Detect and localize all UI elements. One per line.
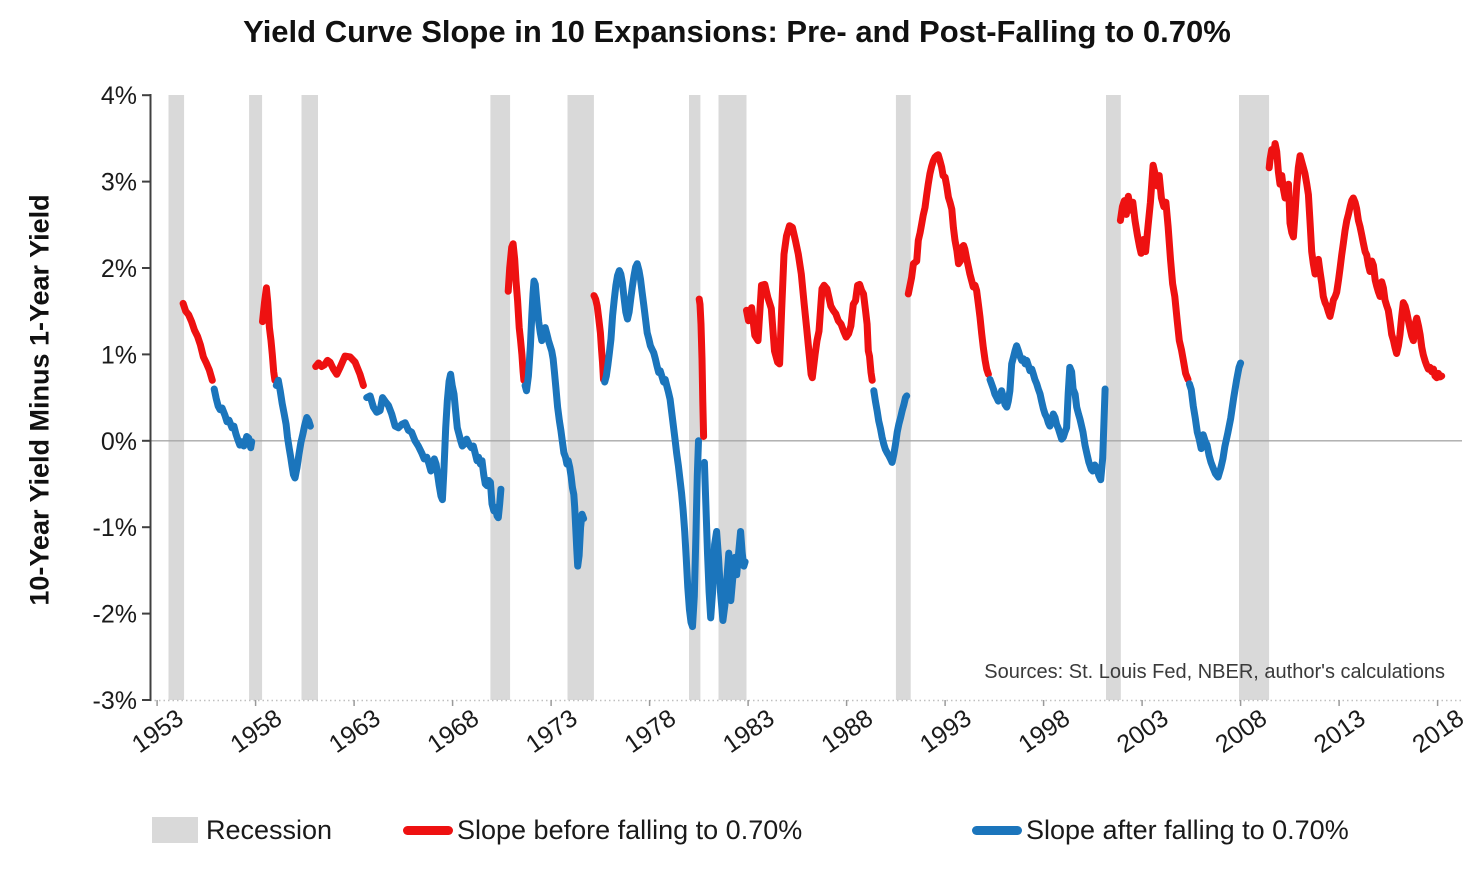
- y-tick-label: 3%: [101, 169, 137, 197]
- y-tick-label: 0%: [101, 428, 137, 456]
- recession-band: [1106, 95, 1121, 700]
- legend: Recession Slope before falling to 0.70% …: [0, 810, 1474, 850]
- recession-band: [168, 95, 185, 700]
- x-tick-label: 1988: [816, 704, 878, 759]
- recession-band: [490, 95, 511, 700]
- series-segment-before: [1265, 140, 1446, 382]
- series-segment-before: [695, 295, 708, 440]
- recession-band: [689, 95, 701, 700]
- legend-item-recession: Recession: [152, 810, 332, 850]
- series-segment-after: [363, 370, 505, 522]
- x-tick-label: 2018: [1407, 704, 1469, 759]
- series-segment-after: [700, 458, 749, 624]
- recession-band: [301, 95, 318, 700]
- x-tick-label: 1968: [422, 704, 484, 759]
- series-segment-after: [601, 260, 702, 631]
- series-segment-before: [590, 292, 607, 383]
- series-segment-before: [743, 222, 876, 384]
- series-segment-after: [272, 376, 314, 482]
- recession-band: [249, 95, 263, 700]
- legend-label-after: Slope after falling to 0.70%: [1026, 814, 1349, 845]
- x-tick-label: 1978: [619, 704, 681, 759]
- y-tick-label: -1%: [93, 514, 137, 542]
- red-line-swatch-icon: [403, 825, 453, 835]
- x-tick-label: 1973: [521, 704, 583, 759]
- y-tick-label: 1%: [101, 341, 137, 369]
- chart-title: Yield Curve Slope in 10 Expansions: Pre-…: [243, 14, 1231, 49]
- sources-note: Sources: St. Louis Fed, NBER, author's c…: [984, 661, 1445, 683]
- x-tick-label: 1963: [324, 704, 386, 759]
- x-tick-label: 1958: [225, 704, 287, 759]
- series-segment-before: [312, 352, 367, 389]
- x-tick-label: 1983: [718, 704, 780, 759]
- x-tick-label: 2013: [1309, 704, 1371, 759]
- x-tick-label: 2003: [1112, 704, 1174, 759]
- series-segment-after: [210, 385, 256, 452]
- y-tick-label: -3%: [93, 687, 137, 715]
- series-segment-after: [870, 387, 911, 466]
- recession-swatch-icon: [152, 817, 198, 843]
- series-segment-after: [521, 277, 588, 570]
- x-tick-label: 1993: [915, 704, 977, 759]
- series-segment-before: [1116, 161, 1192, 383]
- legend-label-recession: Recession: [206, 814, 333, 845]
- series-segment-after: [1185, 359, 1245, 481]
- y-tick-label: 4%: [101, 82, 137, 110]
- legend-item-after: Slope after falling to 0.70%: [972, 810, 1349, 850]
- series-segment-before: [179, 299, 216, 384]
- legend-item-before: Slope before falling to 0.70%: [403, 810, 802, 850]
- y-tick-label: 2%: [101, 255, 137, 283]
- recession-band: [1239, 95, 1270, 700]
- blue-line-swatch-icon: [972, 825, 1022, 835]
- recession-band: [567, 95, 594, 700]
- series-segment-before: [504, 240, 528, 384]
- series-segment-after: [986, 342, 1109, 484]
- series-segment-before: [904, 151, 992, 378]
- y-tick-label: -2%: [93, 601, 137, 629]
- legend-label-before: Slope before falling to 0.70%: [457, 814, 803, 845]
- x-tick-label: 1998: [1013, 704, 1075, 759]
- series-segment-before: [259, 284, 279, 384]
- x-tick-label: 2008: [1210, 704, 1272, 759]
